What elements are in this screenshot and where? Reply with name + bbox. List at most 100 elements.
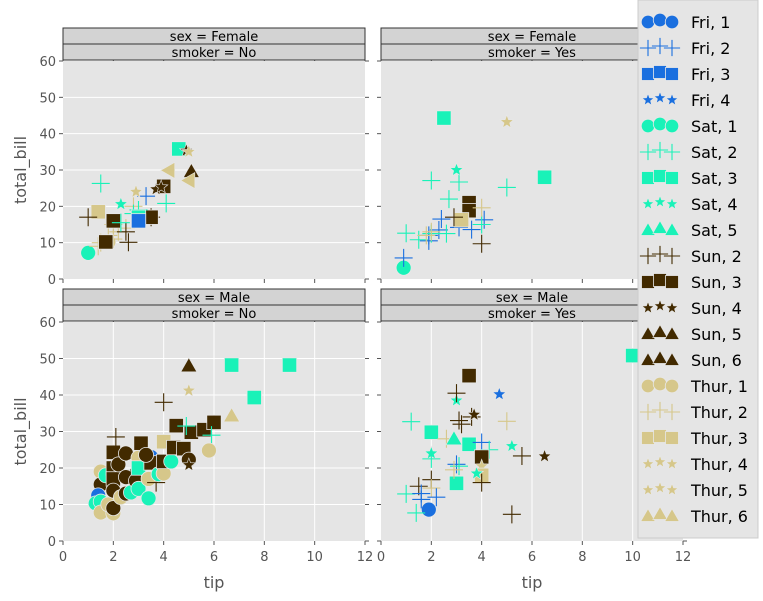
legend-marker — [653, 480, 667, 494]
y-tick-label: 0 — [48, 535, 56, 550]
legend-marker — [640, 118, 656, 134]
data-point — [407, 503, 426, 522]
legend-marker — [665, 67, 679, 81]
data-point — [177, 417, 196, 436]
data-point — [417, 226, 436, 245]
legend-marker — [664, 118, 680, 134]
legend-marker — [652, 324, 668, 338]
data-point — [402, 412, 421, 431]
legend-marker — [641, 171, 655, 185]
plot-background — [381, 61, 683, 279]
legend-marker — [652, 376, 668, 392]
data-point — [281, 357, 298, 373]
legend-marker — [641, 300, 655, 314]
data-point — [397, 224, 416, 243]
legend-entry: Thur, 6 — [640, 506, 748, 526]
legend-marker — [663, 247, 681, 265]
data-point — [422, 449, 441, 468]
x-tick-label: 12 — [675, 550, 692, 565]
legend-marker — [639, 247, 657, 265]
legend-marker — [651, 141, 669, 159]
legend-entry: Fri, 4 — [641, 90, 730, 110]
y-tick-label: 10 — [39, 237, 56, 252]
data-point — [453, 212, 470, 228]
data-point — [491, 386, 507, 401]
x-axis-label: tip — [204, 573, 225, 592]
x-tick-label: 8 — [578, 550, 586, 565]
data-point — [462, 220, 481, 239]
legend-label: Thur, 1 — [690, 377, 748, 396]
facet-row-label: sex = Male — [178, 291, 250, 306]
legend-label: Sun, 4 — [691, 299, 742, 318]
data-point — [106, 427, 125, 446]
data-point — [412, 490, 431, 509]
data-point — [422, 171, 441, 190]
data-point — [110, 456, 127, 473]
data-point — [105, 213, 121, 229]
data-point — [497, 178, 516, 197]
legend-marker — [641, 275, 655, 289]
x-tick-label: 6 — [528, 550, 536, 565]
legend-entry: Sun, 4 — [641, 298, 742, 318]
y-tick-label: 60 — [39, 316, 56, 331]
legend-marker — [641, 456, 655, 470]
x-tick-label: 0 — [59, 550, 67, 565]
legend-marker — [640, 378, 656, 394]
data-point — [432, 210, 451, 229]
data-point — [111, 213, 130, 232]
data-point — [91, 174, 110, 193]
data-point — [397, 484, 416, 503]
data-point — [475, 210, 494, 229]
legend-marker — [641, 196, 655, 210]
y-tick-label: 20 — [39, 462, 56, 477]
data-point — [206, 414, 222, 430]
legend-label: Sat, 5 — [691, 221, 738, 240]
legend-marker — [641, 431, 655, 445]
data-point — [394, 248, 413, 267]
data-point — [201, 442, 217, 459]
x-tick-label: 10 — [624, 550, 641, 565]
legend-entry: Thur, 2 — [639, 401, 748, 422]
y-tick-label: 40 — [39, 389, 56, 404]
legend-marker — [653, 273, 667, 287]
data-point — [113, 196, 129, 211]
data-point — [450, 172, 469, 191]
legend-entry: Thur, 1 — [640, 376, 748, 396]
legend: Fri, 1 Fri, 2 Fri, 3 Fri, 4 Sat, 1 Sat, 2 Sat,… — [637, 0, 759, 539]
legend-entry: Thur, 5 — [641, 480, 748, 500]
scatter-points — [87, 357, 298, 522]
data-point — [429, 220, 448, 239]
legend-entry: Fri, 2 — [639, 37, 730, 58]
x-tick-label: 12 — [357, 550, 374, 565]
y-tick-label: 0 — [48, 273, 56, 288]
legend-marker — [640, 14, 656, 30]
data-point — [537, 448, 553, 463]
facet-row-label: sex = Female — [170, 30, 258, 45]
legend-entry: Sat, 2 — [639, 141, 738, 162]
legend-label: Sat, 3 — [691, 169, 738, 188]
x-tick-label: 2 — [427, 550, 435, 565]
data-point — [138, 446, 154, 463]
y-tick-label: 40 — [39, 128, 56, 143]
legend-marker — [641, 67, 655, 81]
data-point — [472, 473, 491, 492]
data-point — [444, 460, 463, 479]
legend-marker — [665, 456, 679, 470]
legend-entry: Sun, 2 — [639, 245, 742, 266]
legend-marker — [652, 506, 668, 520]
data-point — [180, 172, 196, 190]
x-tick-label: 0 — [377, 550, 385, 565]
data-point — [502, 505, 521, 524]
legend-entry: Sat, 3 — [641, 169, 738, 188]
legend-label: Fri, 3 — [691, 65, 730, 84]
y-axis-label: total_bill — [11, 397, 31, 465]
legend-entry: Sat, 1 — [640, 116, 738, 136]
facet-strip-col — [62, 43, 366, 61]
legend-marker — [652, 350, 668, 364]
data-point — [116, 222, 135, 241]
data-point — [437, 224, 456, 243]
data-point — [436, 110, 452, 126]
